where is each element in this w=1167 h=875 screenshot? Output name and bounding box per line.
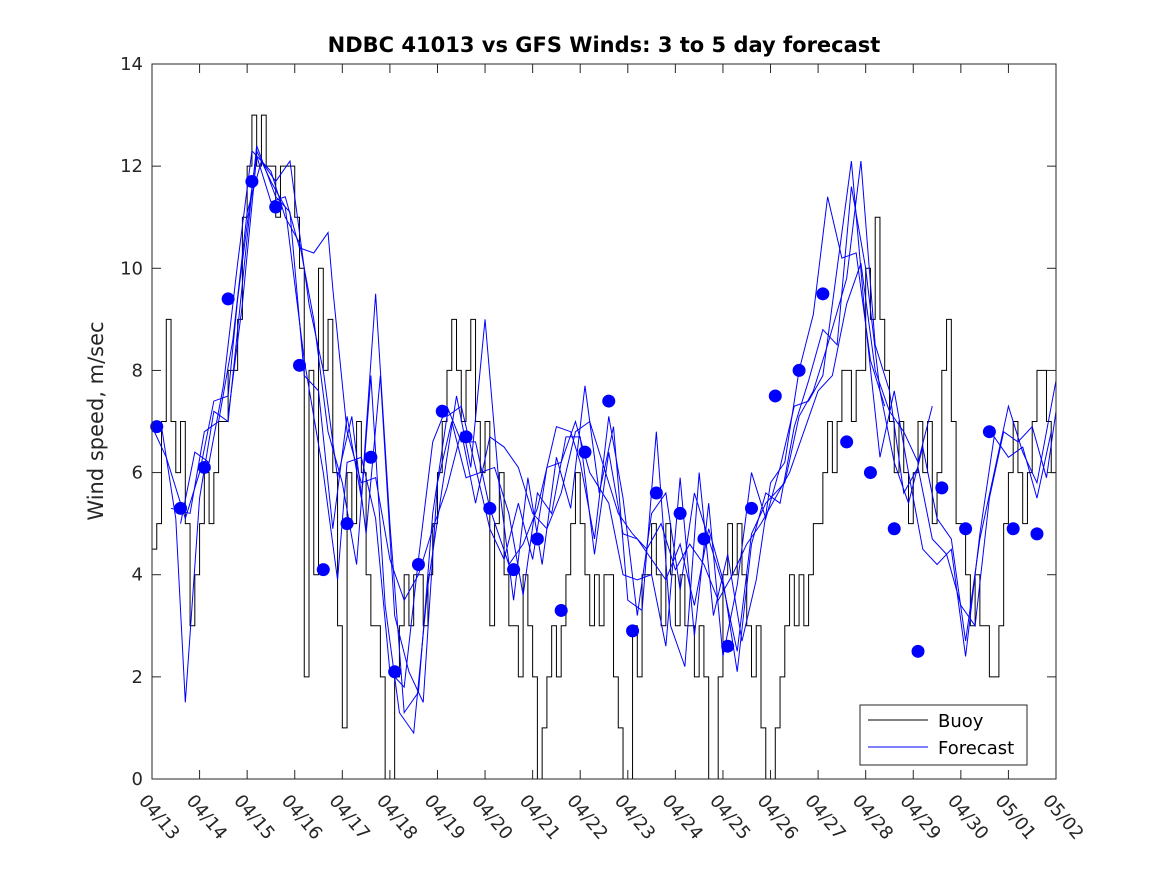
x-tick-label: 04/23 <box>610 791 659 844</box>
x-tick-label: 04/26 <box>753 791 802 844</box>
forecast-marker <box>507 563 521 577</box>
forecast-marker <box>364 450 378 464</box>
forecast-marker <box>744 501 758 515</box>
forecast-marker <box>269 200 283 214</box>
x-tick-label: 04/14 <box>182 791 231 844</box>
forecast-marker <box>578 445 592 459</box>
legend: Buoy Forecast <box>859 704 1028 766</box>
y-tick-label: 0 <box>132 769 143 790</box>
forecast-marker <box>530 532 544 546</box>
y-tick-label: 12 <box>120 156 143 177</box>
forecast-markers <box>150 174 1044 679</box>
forecast-marker <box>435 404 449 418</box>
forecast-marker <box>768 389 782 403</box>
chart-title: NDBC 41013 vs GFS Winds: 3 to 5 day fore… <box>328 33 881 57</box>
forecast-marker <box>150 420 164 434</box>
x-tick-label: 04/21 <box>515 791 564 844</box>
forecast-marker <box>721 639 735 653</box>
x-tick-label: 04/24 <box>658 791 707 844</box>
forecast-marker <box>411 558 425 571</box>
x-tick-label: 04/28 <box>848 791 897 844</box>
y-axis-ticks: 0 2 4 6 8 10 12 14 <box>120 54 1056 790</box>
forecast-marker <box>649 486 663 500</box>
forecast-marker <box>816 287 830 301</box>
x-tick-label: 05/02 <box>1038 791 1087 844</box>
forecast-marker <box>1030 527 1044 541</box>
buoy-series <box>152 114 1057 780</box>
forecast-marker <box>697 532 711 546</box>
x-tick-label: 05/01 <box>991 791 1040 844</box>
legend-buoy-label: Buoy <box>938 711 984 732</box>
x-tick-label: 04/29 <box>895 791 944 844</box>
y-axis-label: Wind speed, m/sec <box>84 321 108 520</box>
y-tick-label: 2 <box>132 667 143 688</box>
y-tick-label: 6 <box>132 463 143 484</box>
forecast-marker <box>887 522 901 536</box>
y-tick-label: 8 <box>132 360 143 381</box>
x-tick-label: 04/20 <box>467 791 516 844</box>
forecast-marker <box>174 501 188 515</box>
forecast-marker <box>673 506 687 520</box>
x-tick-label: 04/13 <box>134 791 183 844</box>
forecast-marker <box>602 394 616 408</box>
x-tick-label: 04/16 <box>277 791 326 844</box>
plot-area <box>152 64 1056 779</box>
x-tick-label: 04/17 <box>324 791 373 844</box>
x-tick-label: 04/18 <box>372 791 421 844</box>
forecast-marker <box>340 517 354 531</box>
y-tick-label: 10 <box>120 258 143 279</box>
forecast-line-2 <box>161 145 1052 715</box>
x-tick-label: 04/19 <box>420 791 469 844</box>
forecast-marker <box>911 644 925 658</box>
forecast-line-4 <box>180 149 886 735</box>
forecast-series <box>151 145 1057 735</box>
plot-frame <box>151 63 1057 780</box>
forecast-marker <box>388 665 402 679</box>
x-tick-label: 04/25 <box>705 791 754 844</box>
buoy-line <box>152 114 1057 780</box>
forecast-marker <box>840 435 854 449</box>
forecast-marker <box>863 466 877 480</box>
forecast-line-3 <box>170 159 1057 703</box>
forecast-marker <box>483 501 497 515</box>
forecast-marker <box>221 292 235 306</box>
y-tick-label: 14 <box>120 54 143 75</box>
forecast-marker <box>292 358 306 372</box>
x-tick-label: 04/27 <box>800 791 849 844</box>
forecast-marker <box>197 460 211 474</box>
forecast-marker <box>1006 522 1020 536</box>
forecast-marker <box>316 563 330 577</box>
x-tick-label: 04/15 <box>229 791 278 844</box>
forecast-line-5 <box>227 155 933 602</box>
legend-forecast-label: Forecast <box>938 738 1014 759</box>
forecast-marker <box>459 430 473 444</box>
x-tick-label: 04/22 <box>562 791 611 844</box>
forecast-marker <box>935 481 949 495</box>
y-tick-label: 4 <box>132 565 143 586</box>
forecast-marker <box>982 425 996 439</box>
forecast-marker <box>626 624 640 638</box>
legend-box <box>859 704 1028 766</box>
forecast-marker <box>959 522 973 536</box>
forecast-marker <box>792 363 806 377</box>
x-tick-label: 04/30 <box>943 791 992 844</box>
forecast-line-1 <box>151 149 1057 689</box>
forecast-marker <box>554 603 568 617</box>
forecast-marker <box>245 174 259 188</box>
